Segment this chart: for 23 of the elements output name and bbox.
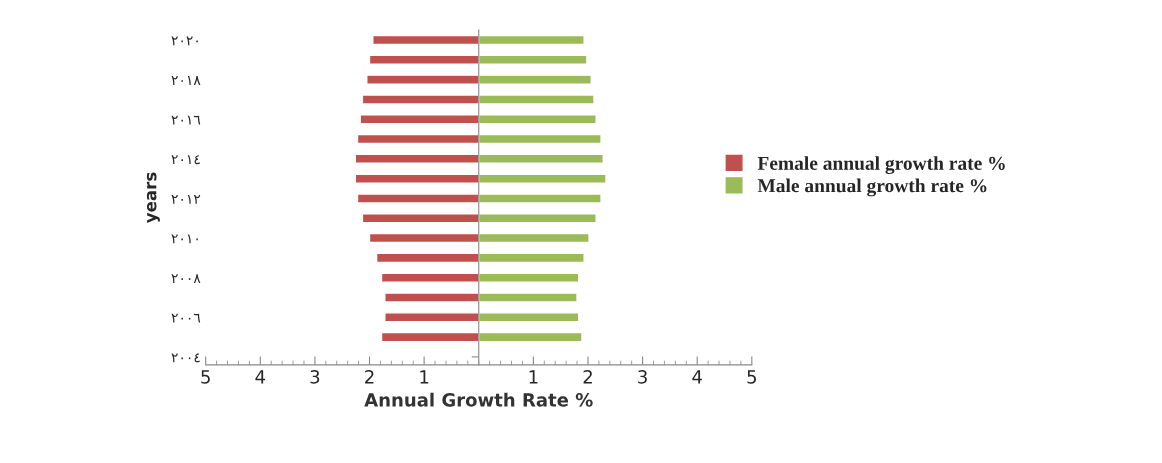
x-tick-label: 1 [420,370,429,384]
y-tick-label: ٢٠١٦ [171,115,201,125]
y-tick-label: ٢٠٢٠ [171,36,198,46]
x-tick-label: 2 [365,370,374,384]
y-axis-title: years [146,172,160,224]
y-tick-label: ٢٠٠٦ [171,313,201,323]
x-tick-label: 3 [310,370,320,384]
x-tick-label: 3 [638,370,647,384]
y-tick-label: ٢٠١٢ [171,194,201,204]
legend-label: Male annual growth rate % [757,178,987,197]
x-tick-label: 4 [255,370,266,384]
y-tick-label: ٢٠١٠ [171,234,198,244]
x-tick-label: 5 [747,370,756,384]
x-tick-label: 4 [692,370,702,384]
y-tick-label: ٢٠٠٨ [171,274,201,283]
x-tick-label: 5 [201,370,210,384]
y-tick-label: ٢٠١٨ [171,76,201,85]
y-tick-label: ٢٠٠٤ [171,353,200,363]
legend-label: Female annual growth rate % [757,156,1005,174]
x-tick-label: 1 [529,370,538,384]
y-tick-label: ٢٠١٤ [171,155,200,165]
x-axis-title: Annual Growth Rate % [364,392,593,407]
x-tick-label: 2 [583,370,592,384]
